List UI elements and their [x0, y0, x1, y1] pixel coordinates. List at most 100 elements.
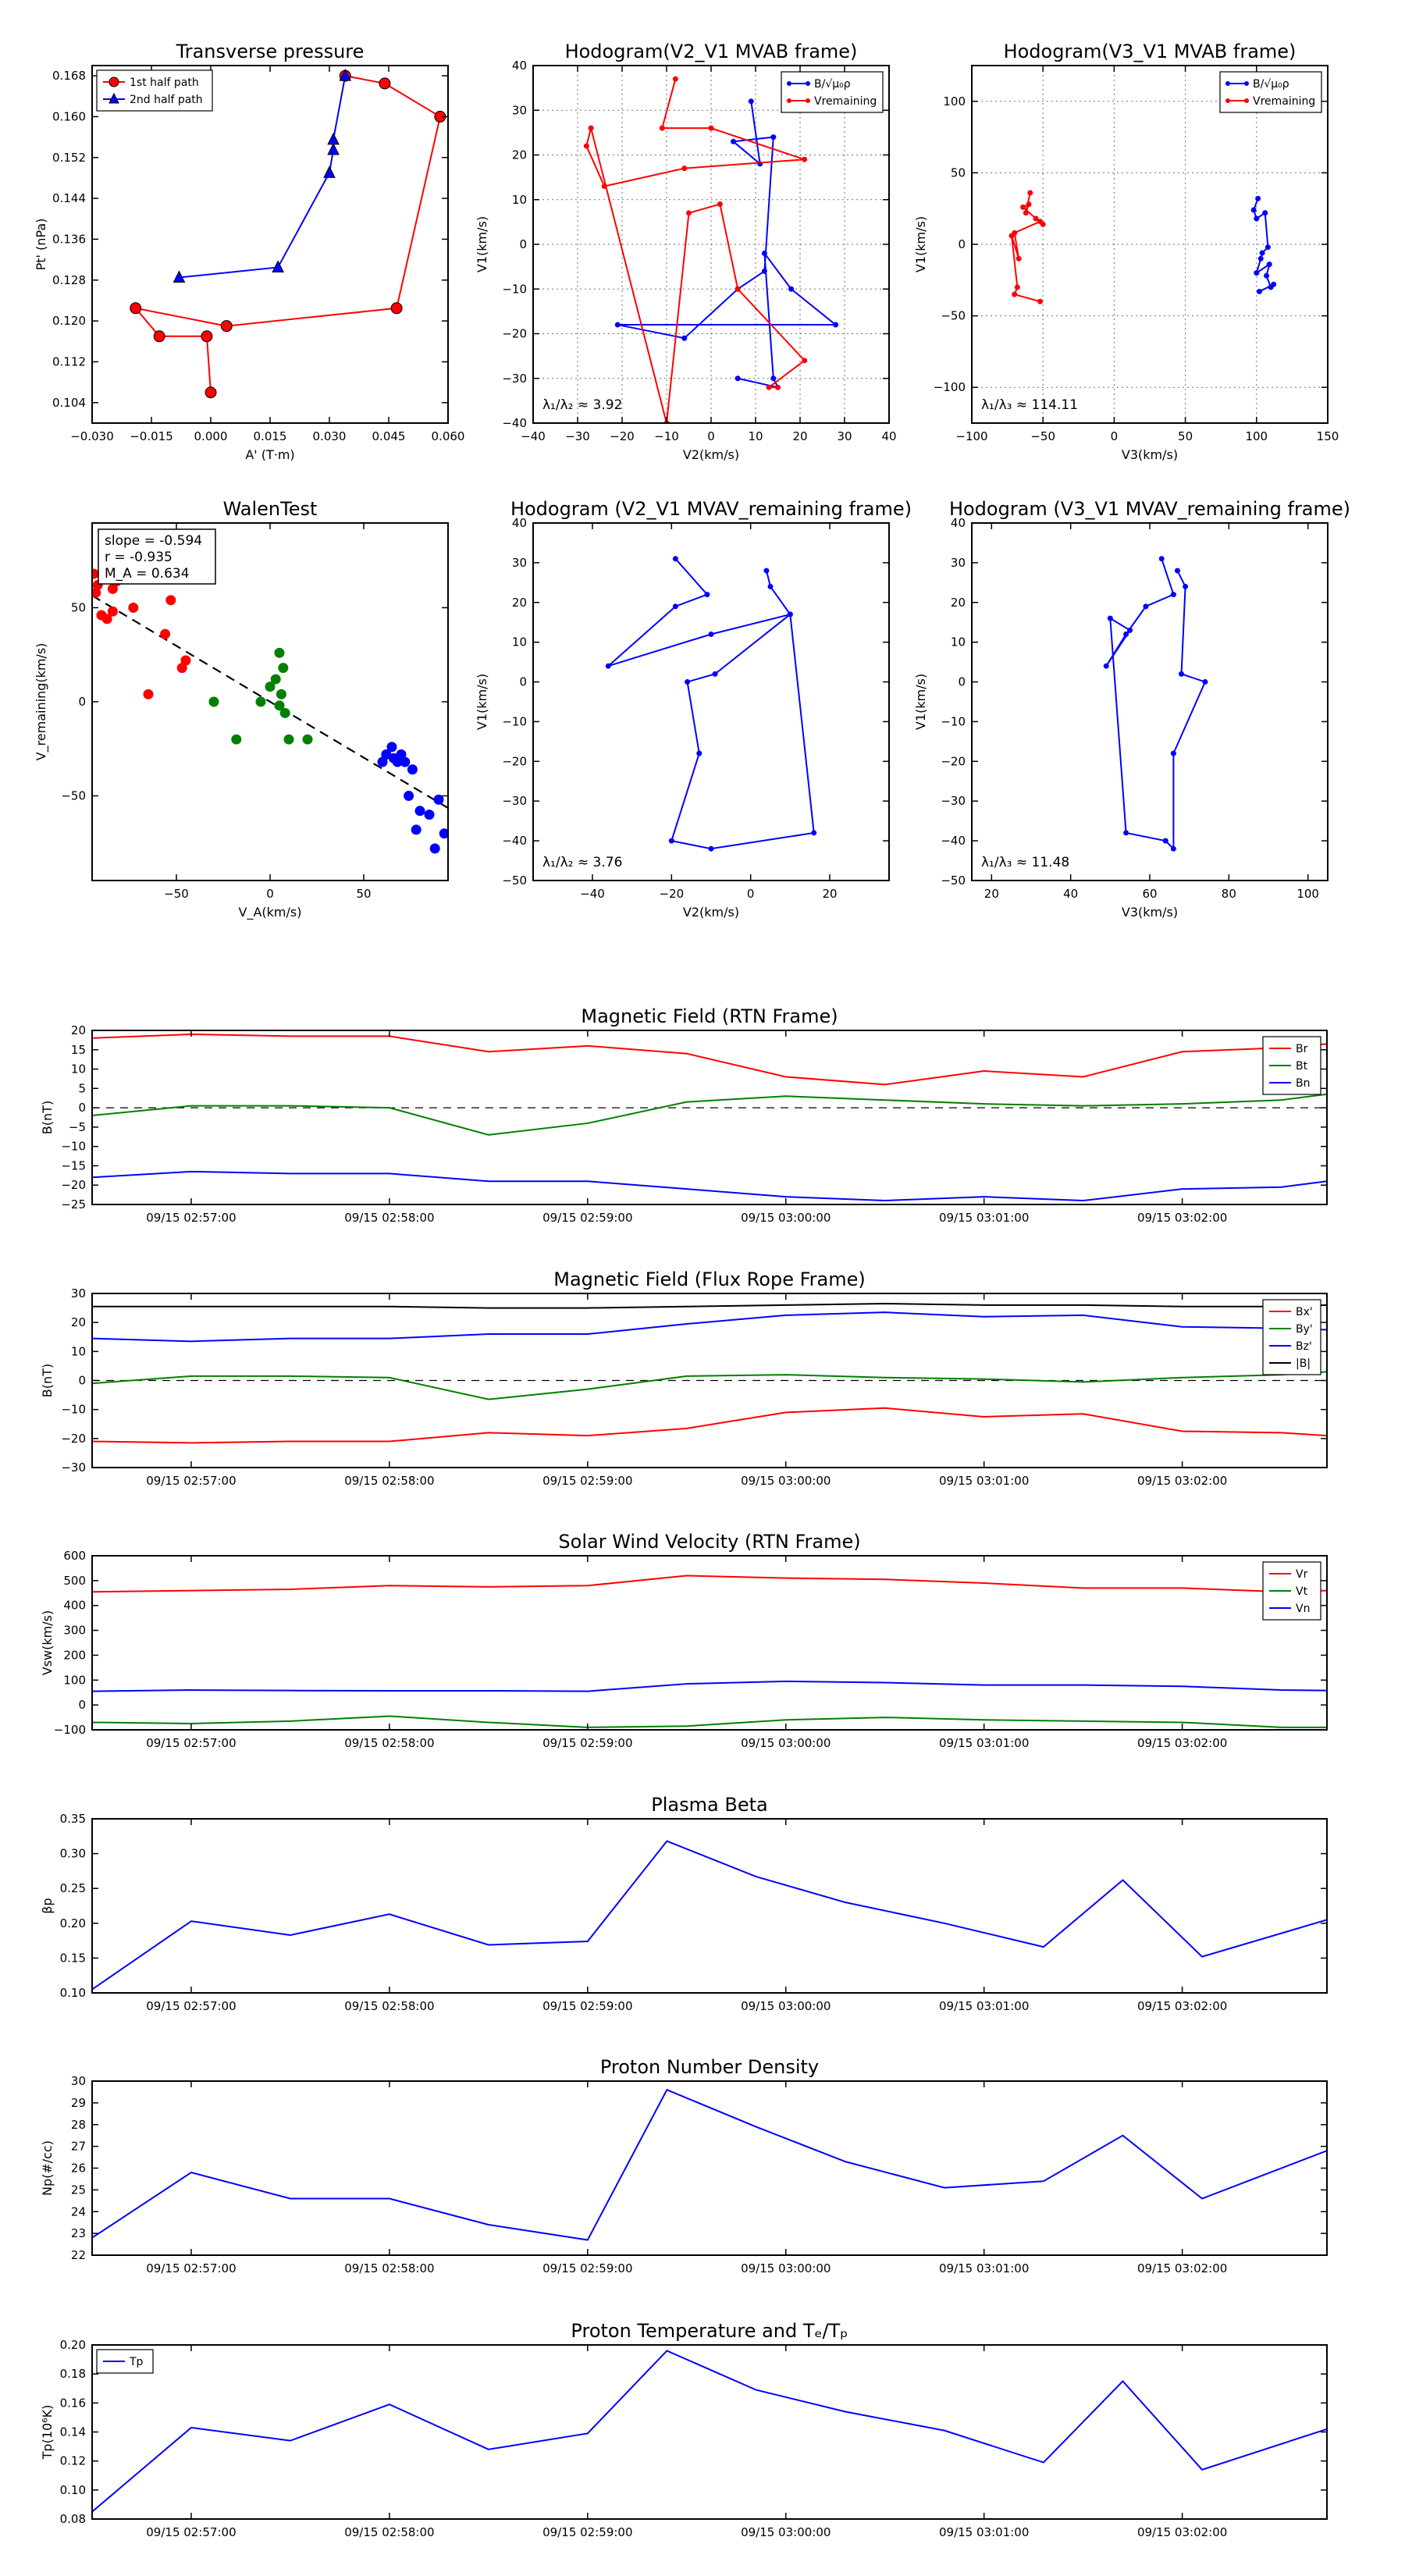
legend-label: Vremaining — [1253, 95, 1315, 108]
legend — [96, 69, 213, 112]
y-axis-label: V1(km/s) — [475, 674, 489, 730]
chart-hodogram_v2v1_mvab: −40 −30 −20 −10 0 10 20 30 40 −40 −30 −20 −10 0 10 20 30… — [475, 41, 897, 462]
plot-area — [1103, 556, 1208, 852]
data-point — [272, 260, 284, 272]
data-point — [735, 286, 741, 292]
data-point — [1259, 250, 1265, 256]
y-tick-label: 50 — [71, 600, 86, 614]
data-point — [176, 663, 187, 674]
y-tick-label: 30 — [71, 2074, 86, 2088]
x-tick-label: 09/15 02:59:00 — [542, 1999, 632, 2013]
y-tick-label: 40 — [512, 59, 527, 73]
series-line-1st half path — [133, 75, 442, 393]
legend-label: B/√μ₀ρ — [814, 78, 851, 91]
chart-magnetic_field_flux_rope: 09/15 02:57:00 09/15 02:58:00 09/15 02:59:… — [40, 1268, 1328, 1488]
y-tick-label: −50 — [502, 873, 527, 888]
x-tick-label: −50 — [1030, 429, 1055, 443]
y-tick-label: 23 — [71, 2226, 86, 2240]
data-point — [231, 734, 242, 745]
data-point — [811, 830, 817, 836]
chart-title: Hodogram(V3_V1 MVAB frame) — [1004, 41, 1297, 62]
data-point — [704, 592, 710, 598]
y-tick-label: −30 — [502, 794, 527, 808]
data-point — [696, 750, 702, 756]
x-tick-label: −20 — [660, 887, 685, 901]
y-tick-label: 30 — [71, 1286, 86, 1300]
x-tick-label: 09/15 02:57:00 — [146, 2261, 236, 2275]
x-tick-label: 80 — [1222, 887, 1236, 901]
legend-marker — [108, 92, 119, 104]
x-tick-label: 0 — [707, 429, 715, 443]
y-tick-label: −10 — [61, 1403, 86, 1417]
series-line-Bt — [92, 1093, 1327, 1136]
y-tick-label: 0.18 — [60, 2367, 86, 2381]
y-tick-label: 0.128 — [52, 273, 86, 287]
x-tick-label: 09/15 03:02:00 — [1137, 2525, 1227, 2539]
y-tick-label: 0.12 — [60, 2454, 86, 2468]
chart-title: Magnetic Field (Flux Rope Frame) — [553, 1268, 865, 1290]
data-point — [404, 791, 414, 802]
y-tick-label: 500 — [63, 1574, 86, 1588]
plot-area — [92, 2088, 1327, 2241]
series-line-|B| — [92, 1303, 1327, 1309]
x-tick-label: 09/15 02:59:00 — [542, 1211, 632, 1225]
data-point — [708, 125, 714, 131]
y-axis-label: B(nT) — [40, 1101, 55, 1134]
data-point — [180, 655, 191, 666]
y-tick-label: −10 — [502, 282, 527, 296]
x-axis-label: V3(km/s) — [1122, 447, 1178, 462]
x-tick-label: 0.000 — [194, 429, 228, 443]
data-point — [775, 384, 781, 390]
data-point — [265, 681, 276, 692]
data-point — [165, 595, 176, 606]
chart-title: Plasma Beta — [651, 1794, 767, 1816]
plot-area — [92, 1574, 1327, 1728]
axes-frame — [91, 65, 449, 424]
data-point — [143, 688, 154, 699]
data-point — [672, 603, 678, 610]
y-tick-label: 0.30 — [60, 1847, 86, 1861]
x-tick-label: 09/15 02:59:00 — [542, 2525, 632, 2539]
data-point — [205, 386, 217, 399]
y-tick-label: −20 — [61, 1432, 86, 1446]
data-point — [201, 330, 213, 343]
x-axis-label: V2(km/s) — [683, 905, 739, 920]
legend-label: Bx' — [1296, 1306, 1313, 1318]
data-point — [1250, 207, 1257, 213]
y-tick-label: 30 — [951, 556, 966, 570]
y-tick-label: 600 — [63, 1549, 86, 1563]
data-point — [101, 614, 112, 624]
plot-area — [92, 2350, 1327, 2513]
plot-area — [1008, 190, 1277, 304]
y-tick-label: 0.152 — [52, 151, 86, 165]
y-tick-label: 29 — [71, 2096, 86, 2110]
y-tick-label: −10 — [941, 714, 966, 728]
data-point — [685, 679, 691, 685]
plot-area — [92, 1840, 1327, 1991]
y-tick-label: 0.08 — [60, 2512, 86, 2526]
x-tick-label: 20 — [822, 887, 837, 901]
data-point — [302, 734, 313, 745]
series-line-Bn — [92, 1170, 1327, 1202]
data-point — [92, 568, 99, 579]
y-tick-label: 20 — [512, 596, 527, 610]
data-point — [681, 335, 688, 341]
data-point — [708, 631, 714, 637]
chart-title: Magnetic Field (RTN Frame) — [581, 1005, 838, 1027]
legend-marker — [806, 81, 810, 86]
stats-box — [98, 528, 216, 585]
x-tick-label: 0.030 — [313, 429, 347, 443]
chart-title: Proton Number Density — [600, 2056, 819, 2078]
y-tick-label: −5 — [69, 1120, 86, 1134]
x-tick-label: 50 — [356, 887, 371, 901]
y-tick-label: 0.120 — [52, 314, 86, 328]
x-tick-label: 09/15 02:57:00 — [146, 2525, 236, 2539]
data-point — [1183, 583, 1189, 589]
legend-label: Tp — [129, 2356, 144, 2368]
y-tick-label: 0.112 — [52, 354, 86, 368]
axes-frame — [91, 2344, 1328, 2520]
y-tick-label: −100 — [934, 380, 966, 394]
y-tick-label: 24 — [71, 2204, 86, 2218]
axes-frame — [971, 522, 1329, 881]
series-line-Vt — [92, 1715, 1327, 1728]
